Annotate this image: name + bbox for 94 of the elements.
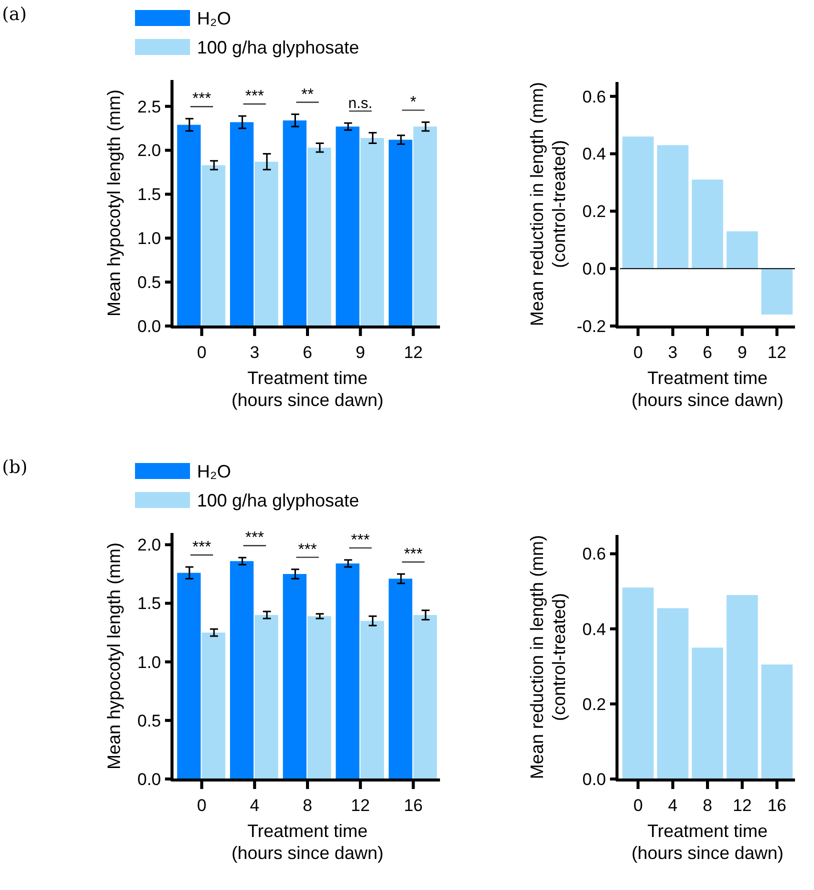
x-tick-label: 8 (302, 796, 312, 815)
y-tick-label: 0.4 (582, 620, 606, 639)
bar (230, 561, 254, 779)
annotation: *** (404, 546, 423, 563)
x-tick-label: 9 (356, 343, 366, 362)
legend-label: 100 g/ha glyphosate (197, 37, 360, 58)
annotation: n.s. (348, 95, 372, 112)
y-tick-label: 0.2 (582, 202, 606, 222)
annotation: *** (298, 541, 317, 558)
bar (692, 648, 724, 779)
legend-label: H₂O (197, 8, 231, 28)
annotation: *** (192, 538, 212, 556)
annotation: *** (245, 530, 264, 547)
bar (177, 572, 201, 779)
y-tick-label: 0.0 (582, 770, 606, 789)
y-tick-label: 0.5 (137, 273, 161, 292)
x-axis-title: Treatment time (hours since dawn) (231, 368, 384, 410)
x-tick-label: 4 (250, 796, 260, 815)
y-tick-label: 1.5 (137, 594, 161, 614)
bar (282, 120, 306, 326)
x-axis-title: Treatment time (hours since dawn) (631, 368, 784, 410)
y-tick-label: 0.0 (582, 260, 606, 279)
x-tick-label: 3 (668, 343, 678, 362)
x-tick-label: 12 (767, 343, 786, 362)
y-tick-label: 1.0 (137, 229, 161, 248)
annotation: ** (301, 86, 314, 104)
text: (b) (2, 457, 28, 478)
x-tick-label: 0 (196, 343, 206, 362)
x-tick-label: 16 (767, 796, 786, 815)
bar (388, 578, 412, 779)
annotation: *** (351, 532, 370, 549)
annotation: *** (192, 90, 212, 108)
y-tick-label: 2.0 (137, 536, 161, 555)
bar (413, 615, 437, 779)
legend-label: 100 g/ha glyphosate (197, 490, 360, 510)
y-tick-label: 1.0 (137, 652, 161, 672)
bar (360, 138, 384, 326)
bar (761, 268, 793, 315)
y-axis-title: Mean reduction in length (mm) (control-treated) (527, 534, 569, 780)
y-tick-label: 1.5 (137, 185, 161, 204)
bar (202, 165, 226, 326)
x-tick-label: 8 (702, 796, 712, 815)
bar (282, 574, 306, 779)
text: (a) (2, 4, 27, 25)
x-tick-label: 16 (404, 796, 423, 815)
bar (336, 563, 360, 779)
bar (726, 595, 758, 779)
bar (230, 122, 254, 326)
bar (360, 620, 384, 779)
y-axis-title: Mean hypocotyl length (mm) (104, 89, 124, 317)
y-tick-label: 0.6 (582, 87, 606, 106)
bar (692, 180, 724, 269)
bar (254, 162, 278, 326)
x-tick-label: 12 (404, 343, 423, 362)
bar (177, 124, 201, 326)
bar (657, 145, 688, 269)
x-axis-title: Treatment time (hours since dawn) (631, 821, 784, 863)
x-tick-label: 12 (350, 796, 370, 815)
bar (657, 608, 688, 779)
bar (308, 148, 332, 326)
y-tick-label: 0.6 (582, 544, 606, 564)
bar (761, 664, 793, 779)
bar (202, 632, 226, 779)
x-tick-label: 0 (633, 343, 643, 362)
y-tick-label: 0.5 (137, 711, 161, 730)
x-tick-label: 6 (302, 343, 312, 362)
bar (622, 588, 654, 779)
x-tick-label: 0 (196, 796, 206, 815)
y-tick-label: 0.0 (137, 316, 161, 336)
legend-label: H₂O (197, 461, 231, 482)
bar (726, 231, 758, 269)
x-tick-label: 4 (668, 796, 678, 815)
x-tick-label: 9 (737, 343, 747, 362)
y-axis-title: Mean reduction in length (mm) (control-treated) (527, 82, 569, 326)
bar (254, 615, 278, 779)
y-tick-label: 0.4 (582, 144, 606, 164)
x-axis-title: Treatment time (hours since dawn) (231, 821, 384, 863)
bar (388, 140, 412, 326)
x-tick-label: 3 (250, 343, 260, 362)
x-tick-label: 0 (633, 796, 643, 815)
annotation: *** (245, 88, 264, 106)
y-tick-label: -0.2 (576, 316, 606, 336)
y-tick-label: 2.0 (137, 141, 161, 160)
bar (413, 126, 437, 326)
x-tick-label: 6 (702, 343, 712, 362)
bar (308, 616, 332, 779)
annotation: * (410, 94, 416, 112)
y-tick-label: 0.0 (137, 770, 161, 789)
y-axis-title: Mean hypocotyl length (mm) (104, 542, 124, 770)
y-tick-label: 2.5 (137, 97, 161, 116)
y-tick-label: 0.2 (582, 694, 606, 714)
x-tick-label: 12 (732, 796, 752, 815)
bar (336, 126, 360, 326)
bar (622, 136, 654, 269)
